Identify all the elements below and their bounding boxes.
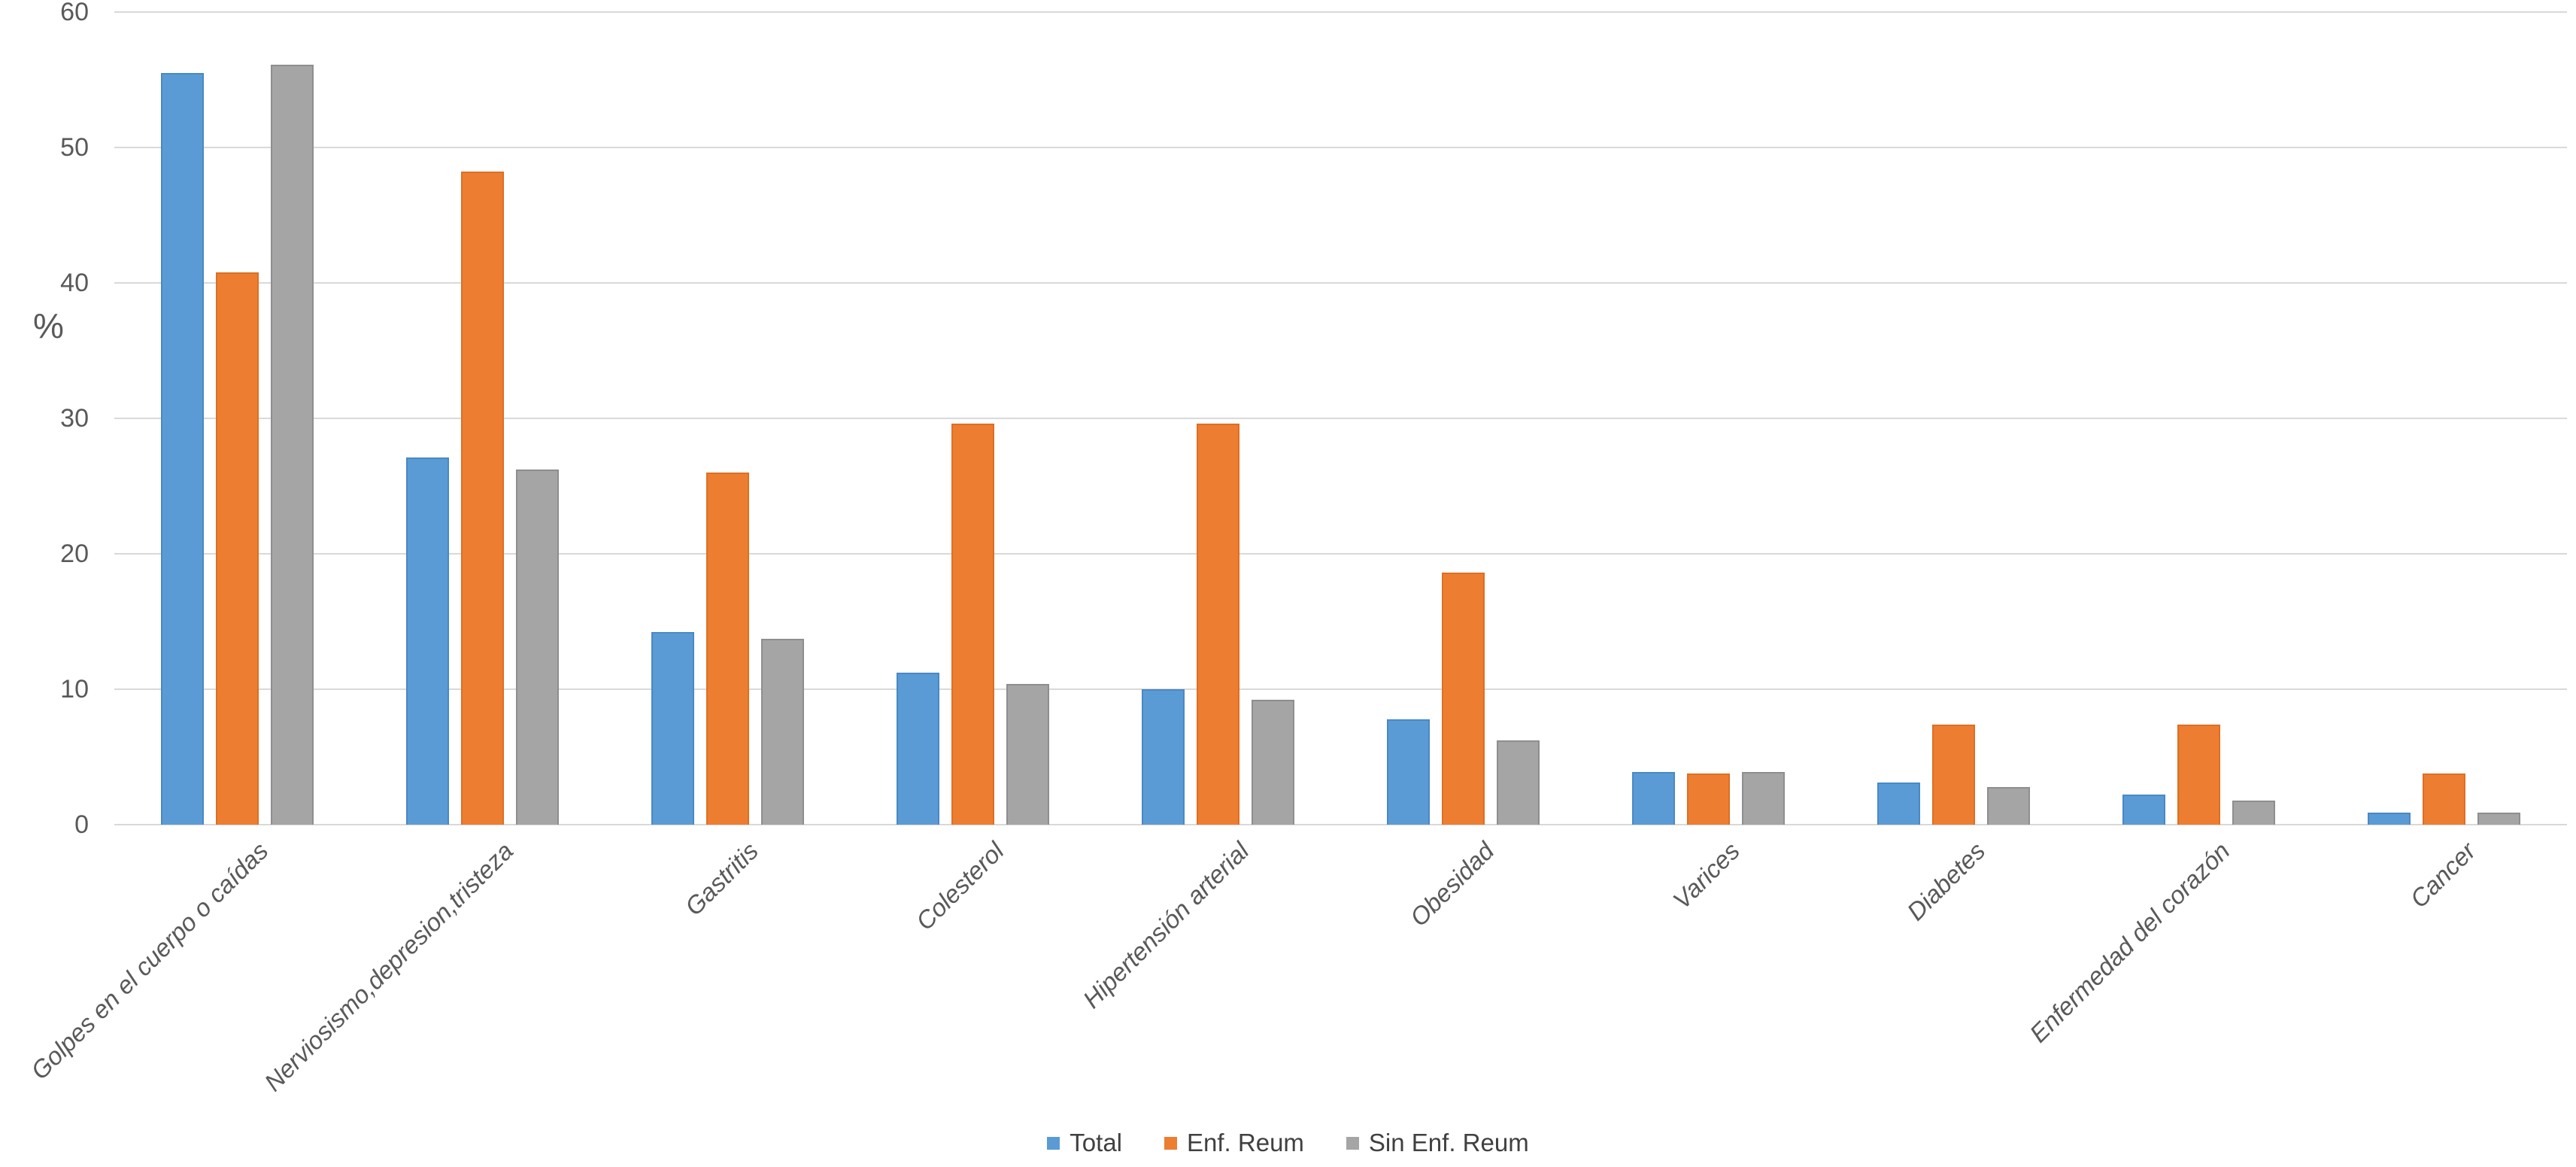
y-tick-label: 40 (60, 269, 89, 297)
bar-enf-reum (1687, 773, 1730, 825)
bar-enf-reum (1442, 573, 1485, 825)
bar-enf-reum (216, 272, 259, 825)
y-tick-label: 0 (74, 810, 89, 839)
bar-sin-enf-reum (761, 639, 804, 825)
gridline (114, 147, 2567, 148)
legend-item-sin-enf-reum: Sin Enf. Reum (1346, 1129, 1529, 1157)
bar-total (1387, 719, 1430, 825)
bar-sin-enf-reum (1497, 740, 1540, 825)
x-category-label: Gastritis (679, 837, 764, 921)
gridline (114, 688, 2567, 690)
bar-sin-enf-reum (2477, 813, 2520, 825)
y-tick-label: 30 (60, 404, 89, 433)
bar-total (161, 73, 204, 825)
bar-enf-reum (2177, 725, 2220, 825)
x-category-label: Cancer (2404, 837, 2481, 913)
bar-total (1632, 772, 1675, 825)
x-category-label: Golpes en el cuerpo o caídas (25, 837, 274, 1085)
bar-total (1877, 783, 1920, 825)
legend-item-total: Total (1047, 1129, 1122, 1157)
y-tick-label: 60 (60, 0, 89, 26)
legend-swatch-icon (1164, 1136, 1178, 1150)
bar-enf-reum (1932, 725, 1975, 825)
bar-sin-enf-reum (516, 470, 559, 825)
bar-total (897, 673, 939, 825)
bar-total (1142, 689, 1185, 825)
x-category-label: Enfermedad del corazón (2024, 837, 2236, 1048)
x-category-label: Hipertensión arterial (1077, 837, 1255, 1014)
bar-sin-enf-reum (1742, 772, 1785, 825)
gridline (114, 11, 2567, 13)
bar-sin-enf-reum (1987, 787, 2030, 825)
y-tick-label: 10 (60, 675, 89, 704)
legend-swatch-icon (1346, 1136, 1359, 1150)
y-tick-label: 50 (60, 133, 89, 162)
x-category-label: Diabetes (1901, 837, 1990, 926)
chart-legend: Total Enf. Reum Sin Enf. Reum (0, 1129, 2576, 1157)
x-category-label: Obesidad (1404, 837, 1500, 932)
legend-label: Sin Enf. Reum (1368, 1129, 1529, 1156)
x-axis-line (114, 824, 2567, 825)
bar-sin-enf-reum (1006, 684, 1049, 825)
bar-total (2368, 813, 2411, 825)
x-category-label: Nerviosismo,depresion,tristeza (259, 837, 519, 1097)
legend-label: Enf. Reum (1187, 1129, 1304, 1156)
bar-sin-enf-reum (271, 65, 314, 825)
legend-label: Total (1070, 1129, 1123, 1156)
bar-enf-reum (461, 172, 504, 825)
legend-swatch-icon (1047, 1136, 1060, 1150)
gridline (114, 418, 2567, 419)
bar-total (651, 632, 694, 825)
legend-item-enf-reum: Enf. Reum (1164, 1129, 1304, 1157)
bar-enf-reum (951, 424, 994, 825)
bar-enf-reum (706, 473, 749, 825)
bar-sin-enf-reum (2232, 801, 2275, 825)
gridline (114, 553, 2567, 555)
bar-total (406, 457, 449, 825)
bar-enf-reum (1197, 424, 1239, 825)
x-category-label: Colesterol (910, 837, 1009, 936)
y-axis-title: % (33, 306, 64, 345)
y-tick-label: 20 (60, 539, 89, 568)
x-category-label: Varices (1667, 837, 1745, 915)
bar-sin-enf-reum (1252, 700, 1294, 825)
gridline (114, 282, 2567, 284)
bar-enf-reum (2423, 773, 2465, 825)
bar-total (2122, 795, 2165, 825)
